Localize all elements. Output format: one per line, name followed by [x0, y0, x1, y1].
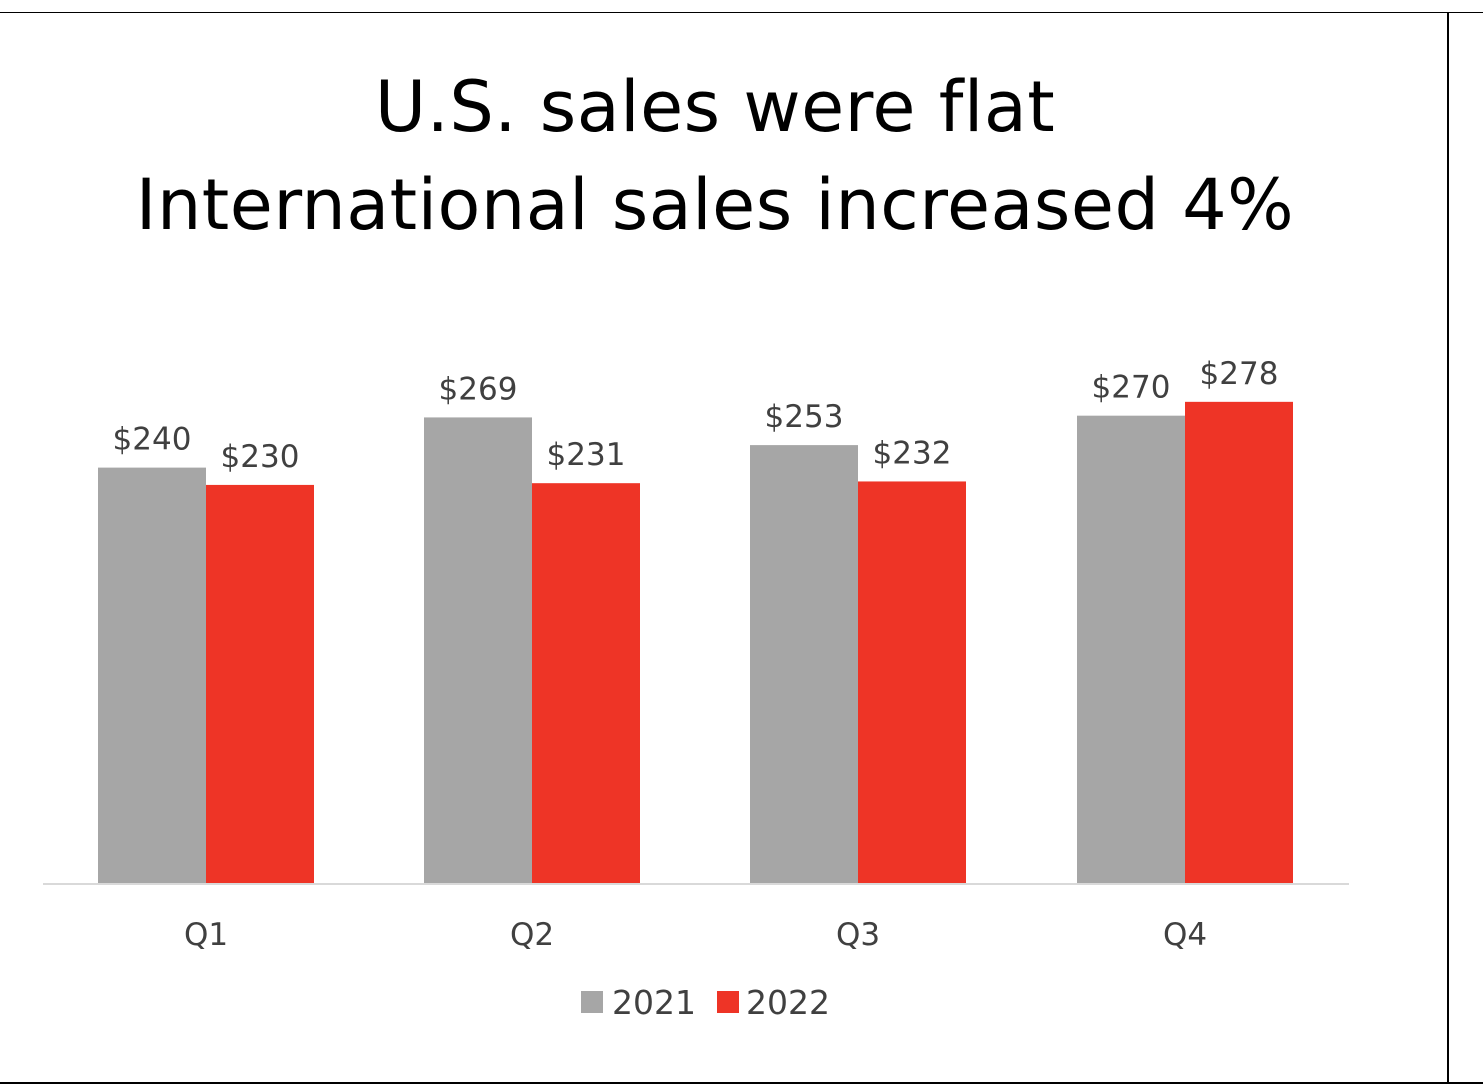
- x-tick-label-Q4: Q4: [1163, 917, 1207, 953]
- slide-title-line1: U.S. sales were flat: [374, 66, 1056, 148]
- x-tick-label-Q2: Q2: [510, 917, 554, 953]
- legend-swatch-2022: [717, 991, 739, 1013]
- data-label-2022-Q3: $232: [873, 435, 952, 471]
- bar-2022-Q1: [206, 484, 314, 883]
- bar-2021-Q4: [1077, 415, 1185, 883]
- bar-2022-Q4: [1185, 401, 1293, 883]
- data-label-2022-Q4: $278: [1200, 356, 1279, 392]
- legend-label-2022: 2022: [746, 983, 830, 1022]
- frame-top-border: [0, 12, 1483, 13]
- x-tick-label-Q1: Q1: [184, 917, 228, 953]
- data-label-2022-Q1: $230: [221, 439, 300, 475]
- data-label-2021-Q3: $253: [765, 399, 844, 435]
- frame-bottom-border: [0, 1082, 1483, 1084]
- bar-2022-Q3: [858, 481, 966, 883]
- legend-swatch-2021: [581, 991, 603, 1013]
- bar-2021-Q2: [424, 417, 532, 883]
- data-label-2022-Q2: $231: [547, 437, 626, 473]
- legend-label-2021: 2021: [612, 983, 696, 1022]
- x-tick-label-Q3: Q3: [836, 917, 880, 953]
- bar-2022-Q2: [532, 483, 640, 883]
- data-label-2021-Q2: $269: [439, 371, 518, 407]
- bar-2021-Q1: [98, 467, 206, 883]
- data-label-2021-Q1: $240: [113, 422, 192, 458]
- slide-title-line2: International sales increased 4%: [135, 164, 1295, 246]
- frame-right-border: [1447, 12, 1449, 1084]
- data-label-2021-Q4: $270: [1092, 370, 1171, 406]
- bar-2021-Q3: [750, 445, 858, 883]
